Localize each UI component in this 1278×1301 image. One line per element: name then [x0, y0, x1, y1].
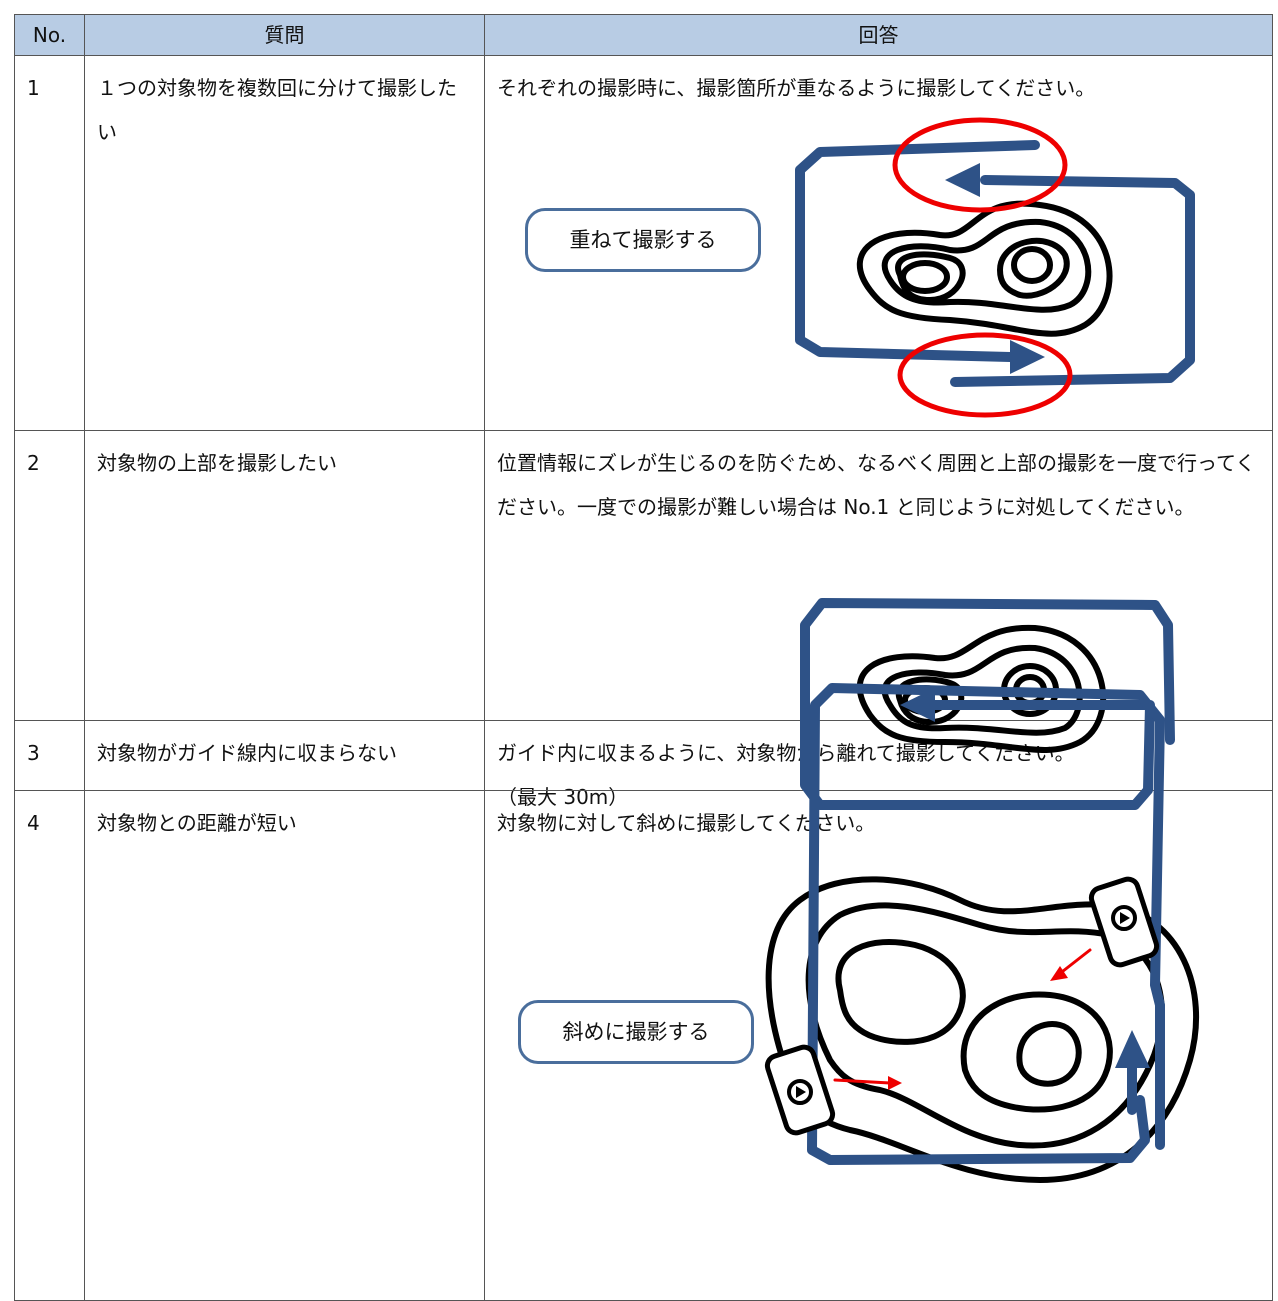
- cell-text: それぞれの撮影時に、撮影箇所が重なるように撮影してください。: [497, 76, 1096, 100]
- contour: [856, 200, 1113, 337]
- cell-text: 対象物がガイド線内に収まらない: [97, 741, 397, 765]
- path-arrow: [800, 598, 1175, 810]
- path-rect: [807, 683, 1165, 1165]
- header-cell: No.: [14, 14, 85, 56]
- direction-arrow: [833, 948, 1092, 1085]
- cell-text: 回答: [858, 23, 899, 47]
- highlight-circle: [892, 117, 1073, 418]
- answer-cell: 位置情報にズレが生じるのを防ぐため、なるべく周囲と上部の撮影を一度で行ってくださ…: [484, 430, 1273, 721]
- arrow-head: [1010, 340, 1045, 374]
- cell-text: 3: [27, 741, 40, 765]
- arrow-head: [888, 1076, 902, 1090]
- contour: [765, 876, 1200, 1183]
- arrow-head: [1050, 966, 1068, 981]
- cell-text: １つの対象物を複数回に分けて撮影したい: [97, 76, 457, 144]
- cell-text: 1: [27, 76, 40, 100]
- cell-text: 位置情報にズレが生じるのを防ぐため、なるべく周囲と上部の撮影を一度で行ってくださ…: [497, 451, 1256, 519]
- answer-cell: それぞれの撮影時に、撮影箇所が重なるように撮影してください。: [484, 55, 1273, 431]
- cell-text: 質問: [264, 23, 305, 47]
- path-arrow: [795, 140, 1195, 387]
- cell-text: 4: [27, 811, 40, 835]
- cell-text: （最大 30m）: [497, 785, 629, 809]
- arrow-head: [945, 163, 980, 197]
- arrow-head: [1115, 1030, 1150, 1068]
- header-cell: 回答: [484, 14, 1273, 56]
- phone: [764, 876, 1160, 1136]
- callout: 重ねて撮影する: [525, 208, 761, 272]
- cell-text: 対象物の上部を撮影したい: [97, 451, 337, 475]
- callout: 斜めに撮影する: [518, 1000, 754, 1064]
- question-cell: １つの対象物を複数回に分けて撮影したい: [84, 55, 485, 431]
- cell-text: 対象物との距離が短い: [97, 811, 297, 835]
- cell-text: 2: [27, 451, 40, 475]
- cell-text: No.: [32, 23, 67, 47]
- arrow-head: [900, 688, 935, 722]
